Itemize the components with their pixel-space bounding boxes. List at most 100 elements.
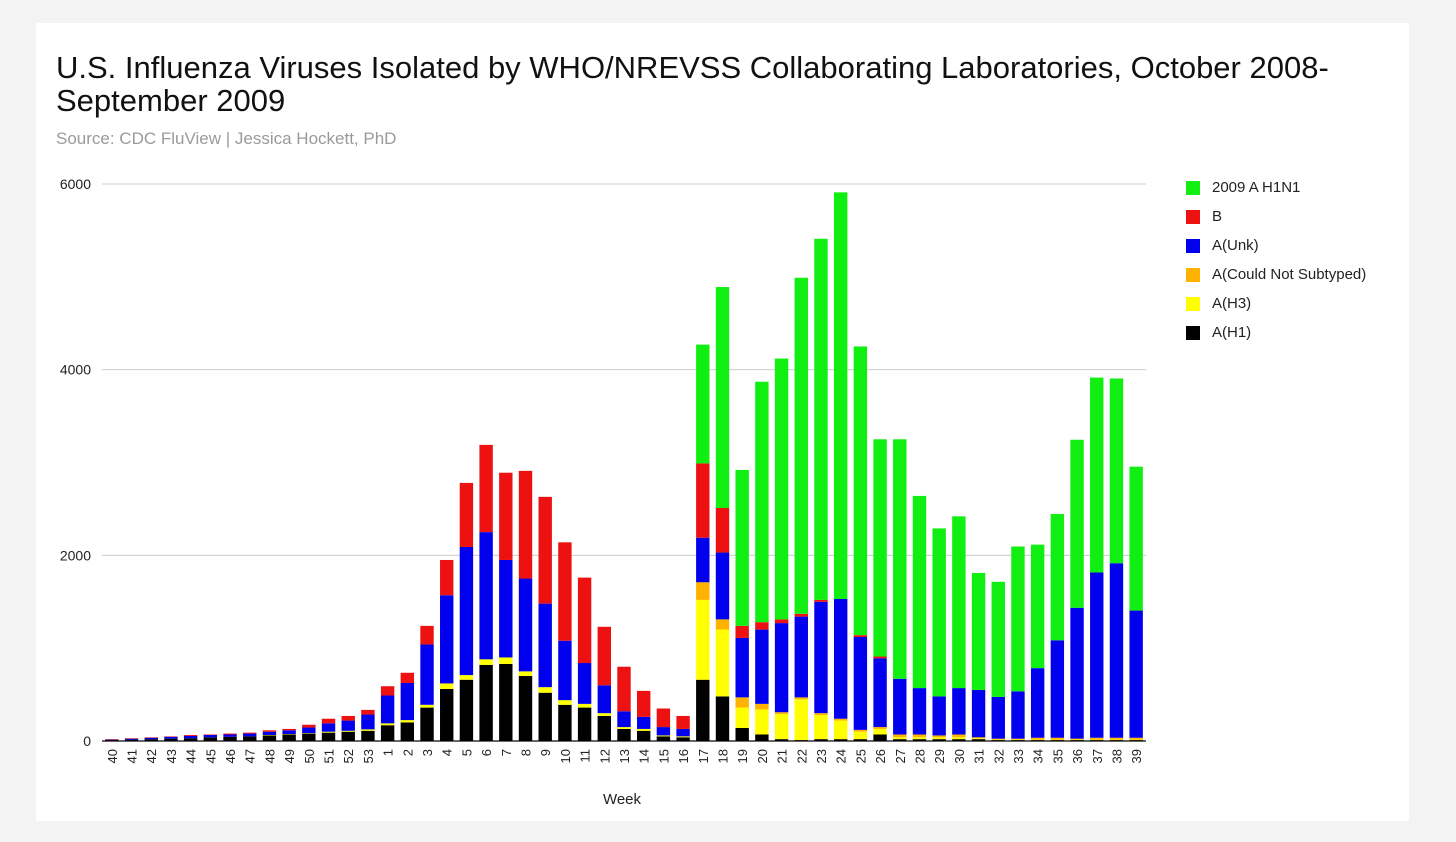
- bar-segment: [991, 738, 1005, 740]
- legend-item[interactable]: A(Could Not Subtyped): [1186, 260, 1366, 289]
- x-tick-label: 31: [972, 749, 987, 763]
- bar-segment: [321, 723, 336, 732]
- legend-item[interactable]: A(H3): [1186, 289, 1366, 318]
- x-tick-label: 3: [420, 749, 435, 756]
- legend-swatch: [1186, 238, 1200, 253]
- bar-segment: [400, 682, 415, 721]
- bar-segment: [912, 734, 927, 738]
- bar-segment: [440, 683, 454, 690]
- bar-segment: [853, 729, 868, 732]
- bar-segment: [499, 559, 513, 658]
- bar-segment: [518, 671, 533, 677]
- y-tick-label: 6000: [60, 176, 91, 192]
- bar-segment: [814, 713, 828, 716]
- legend-item[interactable]: A(Unk): [1186, 231, 1366, 260]
- chart-subtitle: Source: CDC FluView | Jessica Hockett, P…: [56, 129, 397, 148]
- bar-segment: [577, 707, 592, 741]
- bar-segment: [755, 703, 769, 710]
- bar-segment: [282, 728, 296, 731]
- x-tick-label: 32: [991, 749, 1006, 763]
- bar-segment: [794, 699, 808, 741]
- bar-segment: [183, 734, 198, 736]
- bar-segment: [203, 737, 218, 741]
- x-tick-label: 43: [164, 749, 179, 763]
- bar-segment: [991, 740, 1005, 741]
- bar-segment: [1030, 740, 1045, 741]
- y-tick-label: 0: [83, 733, 91, 749]
- bar-segment: [893, 439, 907, 679]
- bar-segment: [853, 637, 868, 730]
- bar-segment: [1109, 740, 1124, 741]
- bar-segment: [1129, 610, 1143, 738]
- bar-segment: [380, 695, 395, 724]
- legend-label: A(H3): [1212, 295, 1252, 312]
- legend-label: B: [1212, 208, 1223, 225]
- legend-item[interactable]: B: [1186, 202, 1366, 231]
- bar-segment: [814, 601, 828, 714]
- bar-segment: [577, 703, 592, 708]
- x-tick-label: 7: [499, 749, 514, 756]
- bar-segment: [893, 739, 907, 741]
- legend: 2009 A H1N1 B A(Unk) A(Could Not Subtyped) A…: [1186, 173, 1366, 347]
- bar-segment: [440, 559, 454, 596]
- bar-segment: [814, 739, 828, 741]
- chart-card: U.S. Influenza Viruses Isolated by WHO/N…: [36, 23, 1409, 821]
- x-tick-label: 42: [144, 749, 159, 763]
- bar-segment: [932, 696, 946, 736]
- x-tick-label: 24: [834, 749, 849, 763]
- x-tick-label: 38: [1109, 749, 1124, 763]
- bar-segment: [873, 439, 887, 657]
- bar-segment: [341, 715, 355, 721]
- bar-segment: [814, 238, 828, 600]
- bar-segment: [243, 736, 257, 741]
- bar-segment: [873, 734, 887, 741]
- bar-segment: [912, 688, 927, 735]
- bar-segment: [617, 666, 631, 712]
- bar-segment: [637, 728, 651, 731]
- bar-segment: [755, 381, 769, 623]
- bar-segment: [1011, 546, 1025, 692]
- bar-segment: [1030, 668, 1045, 738]
- bar-segment: [912, 495, 927, 689]
- bar-segment: [893, 678, 907, 735]
- bar-segment: [420, 644, 434, 705]
- bar-segment: [380, 725, 395, 741]
- bar-segment: [952, 688, 966, 735]
- bar-segment: [696, 344, 710, 464]
- legend-item[interactable]: A(H1): [1186, 318, 1366, 347]
- bar-segment: [774, 739, 789, 741]
- bar-segment: [400, 722, 415, 741]
- legend-item[interactable]: 2009 A H1N1: [1186, 173, 1366, 202]
- legend-label: 2009 A H1N1: [1212, 179, 1301, 196]
- bar-segment: [440, 689, 454, 741]
- bar-segment: [499, 663, 513, 741]
- x-tick-label: 5: [459, 749, 474, 756]
- x-tick-label: 52: [341, 749, 356, 763]
- bar-segment: [1090, 740, 1104, 741]
- bar-segment: [1109, 563, 1124, 738]
- x-tick-label: 51: [322, 749, 337, 763]
- bar-segment: [853, 635, 868, 638]
- chart-title: U.S. Influenza Viruses Isolated by WHO/N…: [56, 50, 1329, 118]
- bar-segment: [479, 532, 493, 660]
- legend-label: A(Unk): [1212, 237, 1259, 254]
- bar-segment: [893, 737, 907, 740]
- bar-segment: [774, 712, 789, 715]
- bar-segment: [755, 629, 769, 704]
- bar-segment: [321, 731, 336, 733]
- bar-segment: [518, 578, 533, 672]
- bar-segment: [656, 727, 671, 736]
- legend-swatch: [1186, 209, 1200, 224]
- bar-segment: [656, 708, 671, 728]
- bar-segment: [262, 731, 277, 735]
- bar-segment: [1070, 738, 1084, 740]
- x-tick-label: 50: [302, 749, 317, 763]
- bar-segment: [637, 690, 651, 717]
- bar-segment: [833, 718, 848, 721]
- bar-segment: [538, 496, 552, 604]
- bar-segment: [223, 734, 237, 737]
- bar-segment: [696, 679, 710, 741]
- bar-segment: [124, 739, 139, 741]
- bar-segment: [833, 720, 848, 740]
